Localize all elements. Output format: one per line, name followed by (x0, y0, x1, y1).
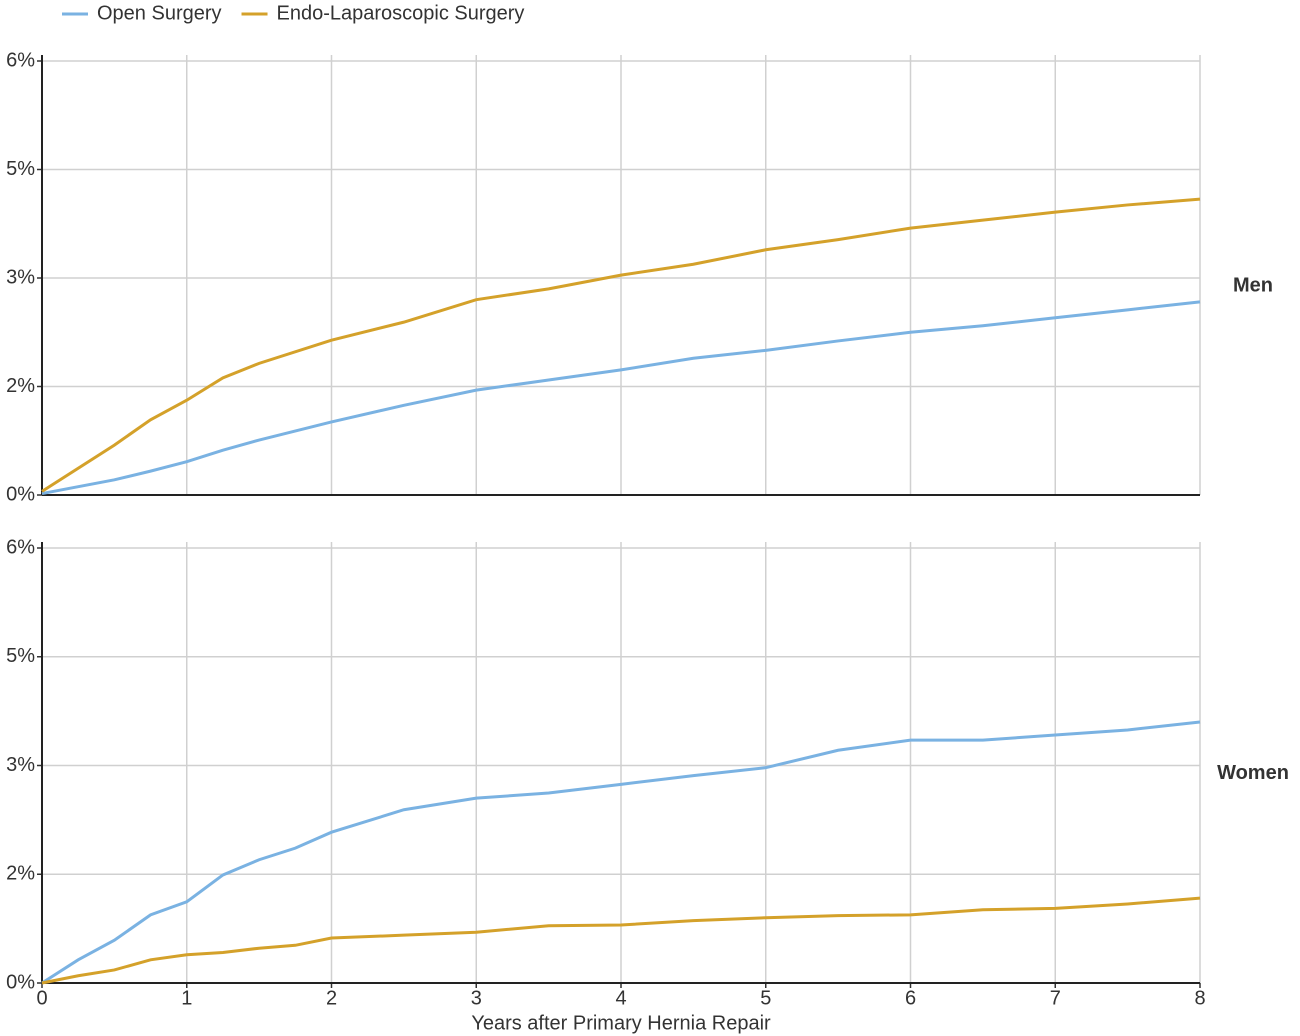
y-tick-label: 5% (6, 645, 35, 667)
x-tick-label: 6 (905, 987, 916, 1009)
x-tick-label: 0 (36, 987, 47, 1009)
y-tick-label: 3% (6, 266, 35, 288)
line-series (41, 896, 1201, 985)
y-tick-label: 3% (6, 754, 35, 776)
x-tick-label: 8 (1194, 987, 1205, 1009)
y-tick-label: 0% (6, 971, 35, 993)
y-tick-label: 6% (6, 536, 35, 558)
y-tick-label: 5% (6, 158, 35, 180)
x-tick-label: 2 (326, 987, 337, 1009)
panel-label: Women (1217, 762, 1289, 784)
legend-label: Open Surgery (97, 2, 222, 24)
x-tick-label: 1 (181, 987, 192, 1009)
y-tick-label: 2% (6, 863, 35, 885)
legend-label: Endo-Laparoscopic Surgery (277, 2, 525, 24)
x-tick-label: 4 (615, 987, 626, 1009)
panel-label: Men (1233, 274, 1273, 296)
line-series (41, 300, 1201, 496)
x-tick-label: 3 (471, 987, 482, 1009)
y-tick-label: 0% (6, 483, 35, 505)
x-tick-label: 5 (760, 987, 771, 1009)
x-axis-label: Years after Primary Hernia Repair (471, 1012, 771, 1034)
x-tick-label: 7 (1050, 987, 1061, 1009)
line-series (41, 197, 1201, 493)
y-tick-label: 6% (6, 49, 35, 71)
y-tick-label: 2% (6, 375, 35, 397)
line-series (41, 720, 1201, 985)
